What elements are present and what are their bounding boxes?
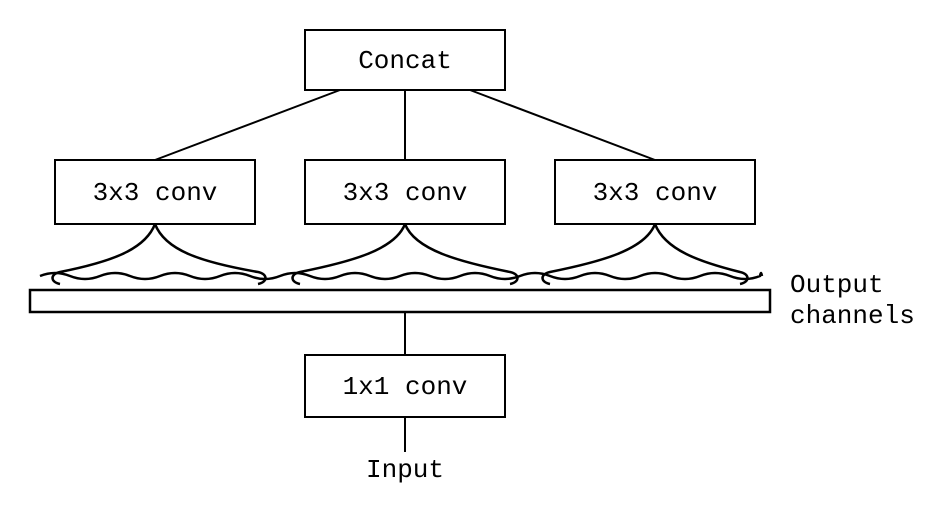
edge-concat-conv-a (155, 90, 340, 160)
conv-c-label: 3x3 conv (593, 178, 718, 208)
edge-concat-conv-c (470, 90, 655, 160)
conv-a-label: 3x3 conv (93, 178, 218, 208)
conv1x1-label: 1x1 conv (343, 372, 468, 402)
concat-label: Concat (358, 46, 452, 76)
input-label: Input (366, 455, 444, 485)
band-wavy-top (40, 273, 762, 279)
output-channels-label-1: Output (790, 270, 884, 300)
diagram-canvas: Concat 3x3 conv 3x3 conv 3x3 conv 1x1 co… (0, 0, 932, 510)
spread-curve-c-left (543, 224, 656, 284)
output-channels-band (30, 290, 770, 312)
conv-b-label: 3x3 conv (343, 178, 468, 208)
output-channels-label-2: channels (790, 301, 915, 331)
